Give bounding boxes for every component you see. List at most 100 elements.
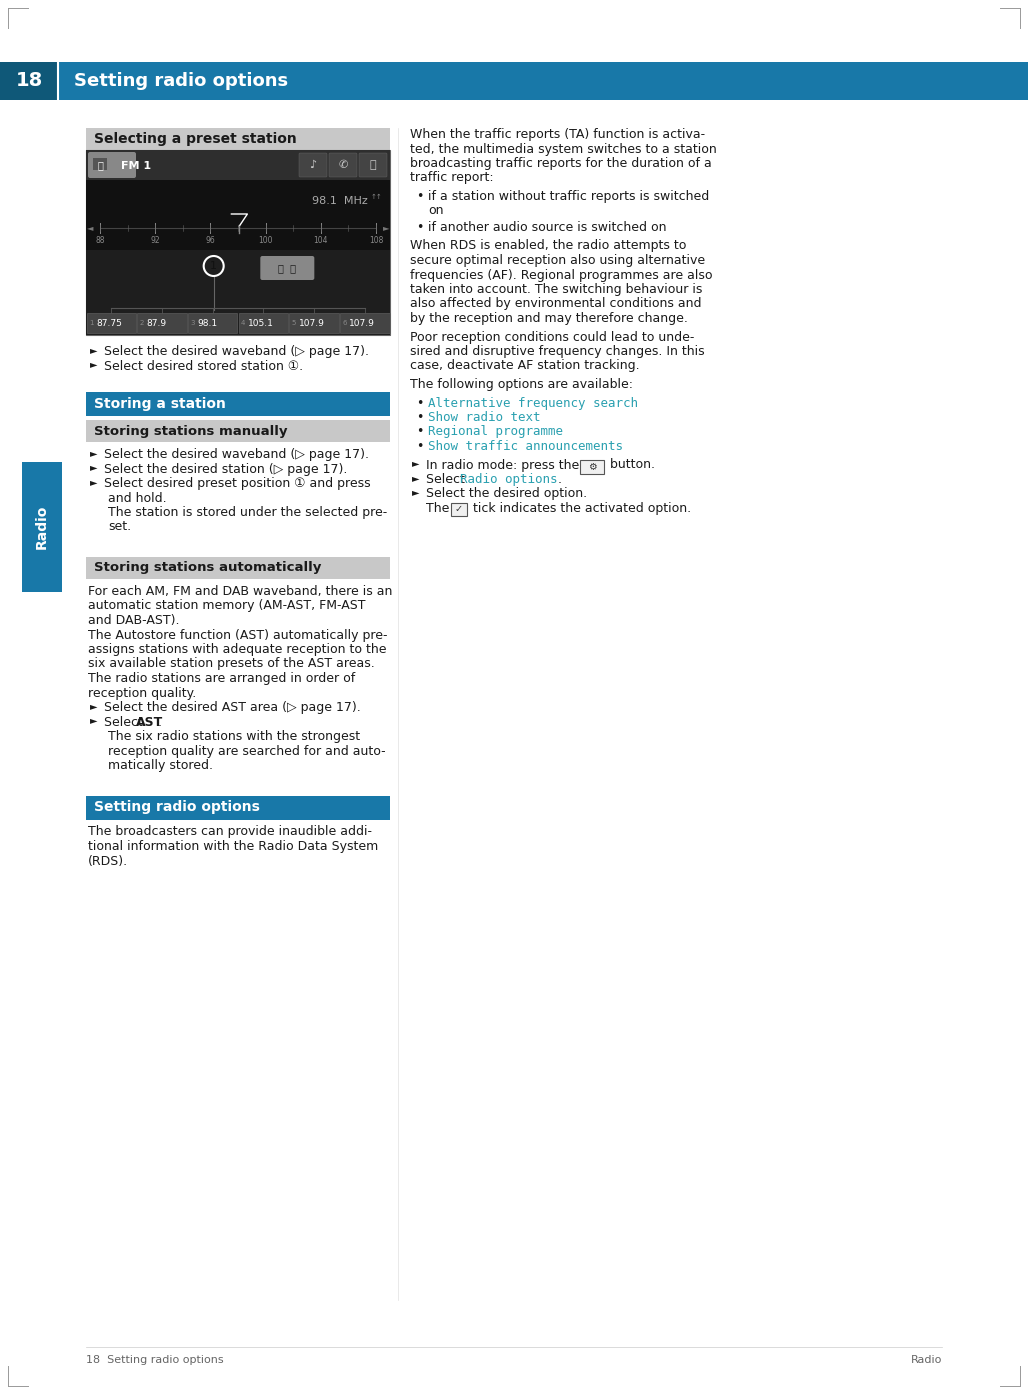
Text: 107.9: 107.9 <box>350 318 375 328</box>
Text: When the traffic reports (TA) function is activa-: When the traffic reports (TA) function i… <box>410 128 705 141</box>
Text: 📻: 📻 <box>97 160 103 170</box>
Text: 3: 3 <box>190 321 195 326</box>
Text: Storing stations manually: Storing stations manually <box>94 425 288 438</box>
Bar <box>0 61 58 100</box>
Text: 98.1  MHz: 98.1 MHz <box>313 197 368 206</box>
FancyBboxPatch shape <box>88 152 136 178</box>
Text: Storing a station: Storing a station <box>94 397 226 411</box>
Text: ►: ► <box>90 360 98 369</box>
Text: Select the desired waveband (▷ page 17).: Select the desired waveband (▷ page 17). <box>104 447 369 461</box>
Text: Select: Select <box>104 715 147 729</box>
Text: Selecting a preset station: Selecting a preset station <box>94 132 297 146</box>
Text: assigns stations with adequate reception to the: assigns stations with adequate reception… <box>88 643 387 657</box>
Text: secure optimal reception also using alternative: secure optimal reception also using alte… <box>410 254 705 268</box>
Text: 88: 88 <box>96 236 105 245</box>
Text: ✆: ✆ <box>338 160 347 170</box>
Text: ►: ► <box>90 477 98 487</box>
Text: 92: 92 <box>150 236 160 245</box>
Text: ♪: ♪ <box>309 160 317 170</box>
Bar <box>86 151 390 180</box>
Text: if another audio source is switched on: if another audio source is switched on <box>428 222 666 234</box>
Text: The six radio stations with the strongest: The six radio stations with the stronges… <box>108 730 360 743</box>
Text: set.: set. <box>108 520 132 534</box>
Text: 18: 18 <box>15 71 42 91</box>
Text: taken into account. The switching behaviour is: taken into account. The switching behavi… <box>410 283 702 296</box>
Text: Radio options: Radio options <box>460 473 557 487</box>
Bar <box>86 250 390 335</box>
Text: Radio: Radio <box>911 1355 942 1365</box>
Text: .: . <box>558 473 562 487</box>
Text: ►: ► <box>90 715 98 725</box>
Text: .: . <box>158 715 162 729</box>
Bar <box>93 158 107 170</box>
Bar <box>0 61 1028 100</box>
Bar <box>86 420 390 442</box>
Text: The Autostore function (AST) automatically pre-: The Autostore function (AST) automatical… <box>88 629 388 641</box>
Text: sired and disruptive frequency changes. In this: sired and disruptive frequency changes. … <box>410 344 704 358</box>
Text: FM 1: FM 1 <box>121 160 151 171</box>
Bar <box>86 151 390 335</box>
Bar <box>188 314 237 333</box>
Text: reception quality are searched for and auto-: reception quality are searched for and a… <box>108 744 386 757</box>
Bar <box>238 314 288 333</box>
Text: tick indicates the activated option.: tick indicates the activated option. <box>469 502 691 514</box>
Bar <box>86 558 390 579</box>
Text: 87.75: 87.75 <box>96 318 122 328</box>
Text: ►: ► <box>90 344 98 355</box>
Text: In radio mode: press the: In radio mode: press the <box>426 459 583 471</box>
Text: 105.1: 105.1 <box>248 318 273 328</box>
FancyBboxPatch shape <box>359 153 387 177</box>
Bar <box>86 796 390 820</box>
Text: ►: ► <box>90 463 98 473</box>
Text: Regional programme: Regional programme <box>428 425 563 439</box>
Text: frequencies (AF). Regional programmes are also: frequencies (AF). Regional programmes ar… <box>410 269 712 282</box>
Text: by the reception and may therefore change.: by the reception and may therefore chang… <box>410 312 688 325</box>
Text: broadcasting traffic reports for the duration of a: broadcasting traffic reports for the dur… <box>410 158 711 170</box>
Text: ►: ► <box>412 488 419 498</box>
Text: For each AM, FM and DAB waveband, there is an: For each AM, FM and DAB waveband, there … <box>88 585 393 598</box>
Text: and hold.: and hold. <box>108 492 167 505</box>
Text: Setting radio options: Setting radio options <box>94 800 260 814</box>
Text: on: on <box>428 205 443 217</box>
Text: Select desired preset position ① and press: Select desired preset position ① and pre… <box>104 477 371 491</box>
Text: tional information with the Radio Data System: tional information with the Radio Data S… <box>88 841 378 853</box>
Text: The: The <box>426 502 453 514</box>
Bar <box>86 180 390 250</box>
Bar <box>137 314 187 333</box>
Text: Select: Select <box>426 473 469 487</box>
Text: ⏮  ⏭: ⏮ ⏭ <box>279 263 296 273</box>
Text: button.: button. <box>605 459 655 471</box>
Text: 96: 96 <box>206 236 215 245</box>
Text: •: • <box>416 441 424 453</box>
Text: Show radio text: Show radio text <box>428 411 541 424</box>
Text: Radio: Radio <box>35 505 49 549</box>
Text: 2: 2 <box>140 321 144 326</box>
Text: 87.9: 87.9 <box>147 318 167 328</box>
Text: •: • <box>416 190 424 204</box>
Text: •: • <box>416 425 424 439</box>
Text: ►: ► <box>90 701 98 711</box>
Text: Storing stations automatically: Storing stations automatically <box>94 562 322 574</box>
Text: and DAB-AST).: and DAB-AST). <box>88 613 180 627</box>
Text: •: • <box>416 411 424 424</box>
Text: six available station presets of the AST areas.: six available station presets of the AST… <box>88 658 375 671</box>
Text: Select the desired AST area (▷ page 17).: Select the desired AST area (▷ page 17). <box>104 701 361 714</box>
Text: ►: ► <box>90 447 98 459</box>
Text: (RDS).: (RDS). <box>88 855 128 867</box>
Text: The broadcasters can provide inaudible addi-: The broadcasters can provide inaudible a… <box>88 825 372 839</box>
Bar <box>86 392 390 415</box>
FancyBboxPatch shape <box>299 153 327 177</box>
Text: reception quality.: reception quality. <box>88 686 196 700</box>
Text: 5: 5 <box>292 321 296 326</box>
Text: ↑↑: ↑↑ <box>370 194 382 199</box>
Bar <box>340 314 390 333</box>
Text: When RDS is enabled, the radio attempts to: When RDS is enabled, the radio attempts … <box>410 240 687 252</box>
Text: The station is stored under the selected pre-: The station is stored under the selected… <box>108 506 388 519</box>
Text: 1: 1 <box>210 261 217 270</box>
Text: ⬛: ⬛ <box>370 160 376 170</box>
Text: ✓: ✓ <box>455 505 463 514</box>
Bar <box>86 128 390 151</box>
Text: automatic station memory (AM-AST, FM-AST: automatic station memory (AM-AST, FM-AST <box>88 599 366 612</box>
Bar <box>580 460 604 474</box>
Text: •: • <box>416 222 424 234</box>
